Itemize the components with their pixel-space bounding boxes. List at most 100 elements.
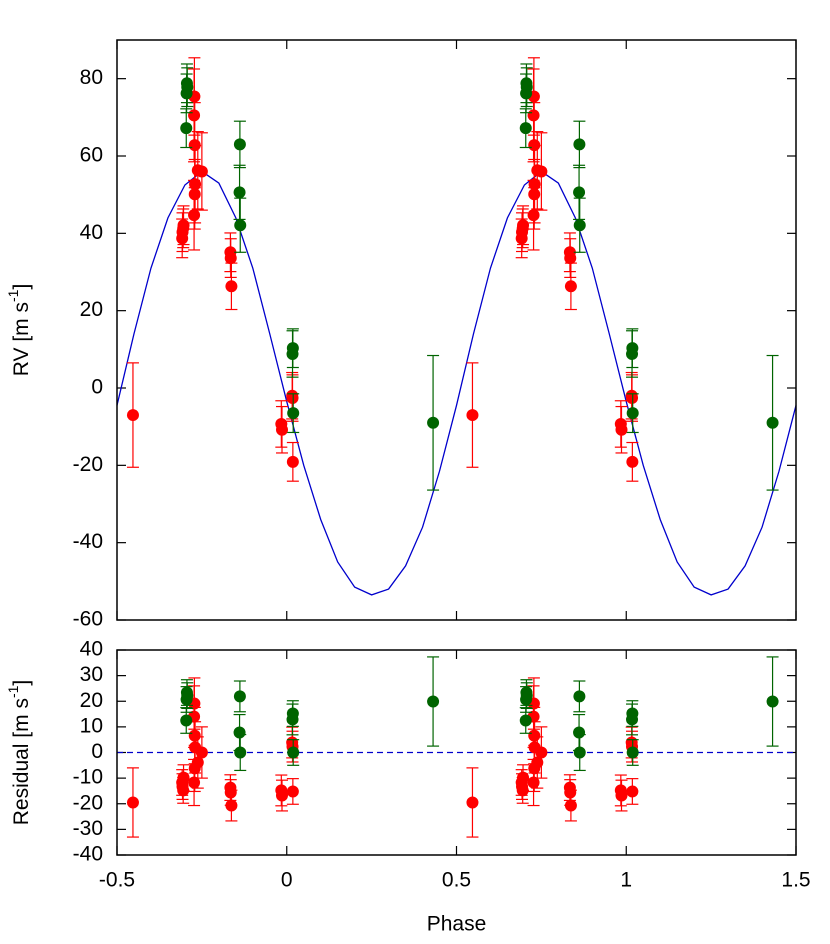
data-point [180,87,193,100]
y-tick-label: -60 [73,608,103,631]
data-point [188,139,201,152]
data-point [180,122,193,135]
data-point [286,713,299,726]
data-point [626,392,639,405]
y-tick-label: 10 [80,714,103,737]
x-tick-label: 0 [281,869,293,892]
x-tick-label: 1.5 [781,869,810,892]
data-point [519,714,532,727]
data-point [466,796,479,809]
y-tick-label: 40 [80,638,103,661]
data-point [225,799,238,812]
data-point [564,786,577,799]
y-tick-label: 60 [80,144,103,167]
data-point [188,109,201,122]
y-axis-label-end: ] [10,680,33,686]
x-axis-label: Phase [427,913,487,936]
data-point [126,796,139,809]
y-axis-label-sup: -1 [5,685,21,698]
y-tick-label: 30 [80,663,103,686]
data-point [564,799,577,812]
data-point [188,188,201,201]
y-axis-label-end: ] [10,284,33,290]
y-tick-label: 80 [80,66,103,89]
plot-frame [116,649,797,856]
data-point [286,785,299,798]
data-point [224,252,237,265]
data-point [528,178,541,191]
y-tick-label: -40 [73,843,103,866]
data-point [626,713,639,726]
data-point [573,138,586,151]
y-tick-label: -20 [73,791,103,814]
data-point [520,693,533,706]
data-point [528,762,541,775]
data-point [573,746,586,759]
y-axis-label-text: Residual [m s [10,698,33,825]
data-point [766,695,779,708]
data-point [188,776,201,789]
data-point [573,219,586,232]
data-point [188,209,201,222]
data-point [517,219,530,232]
data-point [286,347,299,360]
data-point [527,209,540,222]
data-point [626,407,639,420]
data-point [527,109,540,122]
data-point [564,252,577,265]
data-point [535,746,548,759]
data-point [287,746,300,759]
data-point [626,347,639,360]
y-axis-label-text: RV [m s [10,302,33,376]
data-point [517,771,530,784]
data-point [528,139,541,152]
data-point [195,746,208,759]
data-point [275,789,288,802]
y-tick-label: 20 [80,689,103,712]
y-tick-label: 0 [91,376,103,399]
data-point [234,746,247,759]
data-point [527,776,540,789]
data-point [615,423,628,436]
data-point [275,423,288,436]
y-tick-label: 40 [80,221,103,244]
y-axis-label-sup: -1 [5,289,21,302]
data-point [234,219,247,232]
y-axis-label: RV [m s-1] [5,284,33,377]
data-point [188,762,201,775]
y-tick-label: -30 [73,817,103,840]
x-tick-label: 1 [620,869,632,892]
data-point [177,771,190,784]
x-tick-label: 0.5 [442,869,471,892]
data-point [626,746,639,759]
data-point [233,726,246,739]
model-curve [116,170,797,596]
data-point [225,280,238,293]
data-point [233,186,246,199]
data-point [180,693,193,706]
data-point [286,392,299,405]
data-point [466,409,479,422]
data-point [766,416,779,429]
y-axis-label: Residual [m s-1] [5,680,33,826]
data-point [516,784,529,797]
data-point [180,714,193,727]
y-tick-label: 20 [80,298,103,321]
data-point [615,789,628,802]
y-tick-label: -20 [73,453,103,476]
data-point [188,729,201,742]
data-point [535,165,548,178]
data-point [233,690,246,703]
plot-frame [116,39,797,621]
data-point [573,690,586,703]
data-point [520,87,533,100]
y-tick-label: -40 [73,530,103,553]
data-point [626,455,639,468]
data-point [287,407,300,420]
y-tick-label: -10 [73,766,103,789]
data-point [126,409,139,422]
data-point [189,178,202,191]
data-point [286,455,299,468]
data-point [573,186,586,199]
data-point [427,416,440,429]
